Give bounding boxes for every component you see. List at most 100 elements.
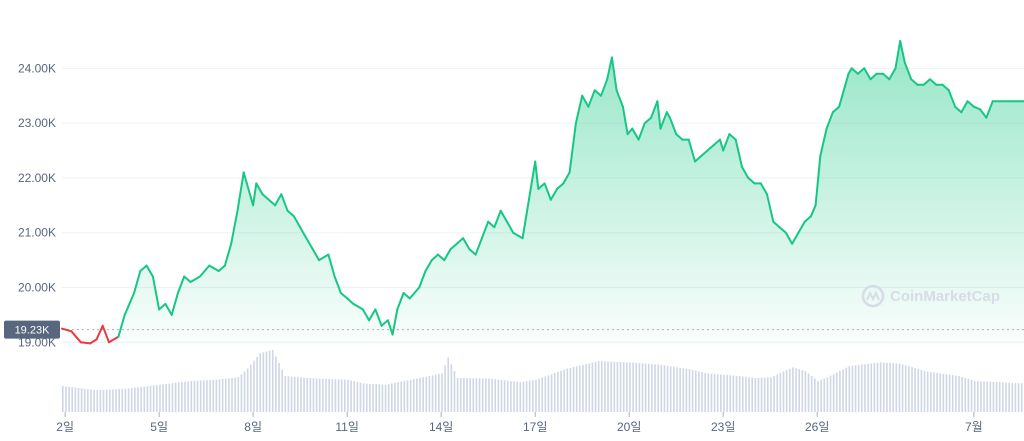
volume-bar [394, 382, 396, 412]
price-line-segment [606, 56, 613, 81]
price-line-segment [910, 78, 919, 86]
volume-bar [353, 381, 356, 412]
volume-bar [629, 362, 631, 412]
price-line-segment [831, 105, 841, 114]
price-line-segment [700, 149, 709, 157]
x-tick-label: 8일 [244, 420, 262, 434]
volume-bar [262, 352, 265, 412]
volume-bar [425, 376, 428, 412]
volume-bar [679, 367, 681, 412]
volume-bar [738, 376, 741, 412]
volume-bar [553, 373, 556, 412]
volume-bar [970, 380, 973, 412]
volume-bar [550, 374, 553, 412]
volume-bar [710, 373, 713, 412]
volume-bar [293, 376, 296, 412]
price-line-segment [487, 220, 496, 229]
volume-bar [171, 383, 174, 412]
volume-bar [275, 356, 277, 412]
volume-bar [939, 373, 941, 412]
volume-bar [923, 370, 926, 412]
volume-bar [397, 382, 399, 412]
volume-bar [209, 380, 211, 412]
volume-bar [832, 374, 835, 412]
volume-bar [691, 369, 694, 412]
volume-bar [882, 362, 885, 412]
volume-bar [193, 380, 196, 412]
volume-bar [763, 377, 766, 412]
price-line-segment [899, 40, 906, 64]
price-line-segment [922, 78, 931, 86]
price-line-segment [888, 67, 897, 81]
price-line-segment [985, 100, 994, 119]
volume-bar [331, 379, 334, 412]
volume-bar [152, 385, 155, 412]
price-line-segment [814, 155, 822, 207]
price-line-segment [728, 133, 737, 141]
price-line-segment [280, 193, 289, 212]
price-line-segment [391, 308, 399, 336]
price-line-segment [947, 89, 957, 108]
price-line-segment [408, 286, 421, 300]
volume-bar [237, 377, 240, 412]
volume-bar [372, 384, 374, 412]
price-line-segment [252, 182, 258, 207]
volume-bar [434, 374, 437, 412]
price-line-segment [267, 198, 277, 207]
volume-bar [127, 388, 130, 412]
price-line-segment [706, 144, 715, 152]
volume-bar [591, 362, 594, 412]
volume-bar [701, 372, 703, 412]
volume-bar [519, 382, 522, 412]
volume-bars [62, 350, 1023, 412]
volume-bar [378, 384, 381, 412]
volume-bar [964, 378, 967, 412]
volume-bar [920, 369, 923, 412]
volume-bar [387, 384, 390, 412]
price-line-segment [333, 275, 342, 294]
volume-bar [673, 366, 675, 412]
volume-bar [134, 387, 136, 412]
volume-bar [488, 378, 490, 412]
volume-bar [579, 365, 581, 412]
volume-bar [228, 378, 230, 412]
y-axis: 19.00K 20.00K 21.00K 22.00K 23.00K 24.00K [18, 61, 56, 349]
price-line-segment [819, 127, 828, 157]
volume-bar [384, 384, 387, 412]
volume-bar [77, 387, 80, 412]
volume-bar [704, 372, 706, 412]
volume-bar [450, 364, 453, 412]
price-line-segment [176, 275, 186, 294]
price-line-segment [506, 220, 515, 234]
volume-bar [500, 380, 503, 412]
price-line-segment [668, 116, 678, 136]
volume-bar [613, 361, 616, 412]
volume-bar [857, 365, 860, 412]
volume-bar [93, 389, 95, 412]
price-line-segment [856, 67, 866, 75]
volume-bar [525, 381, 528, 412]
price-line-segment [424, 259, 433, 272]
volume-bar [206, 380, 208, 412]
volume-bar [146, 386, 149, 412]
volume-bar [406, 380, 409, 412]
volume-bar [356, 381, 359, 412]
volume-bar [297, 377, 299, 412]
volume-bar [748, 377, 750, 412]
volume-bar [582, 364, 584, 412]
price-line-segment [966, 100, 975, 108]
price-area-fill [62, 41, 1024, 345]
price-line-segment [346, 297, 355, 305]
volume-bar [447, 357, 450, 412]
volume-bar [212, 379, 215, 412]
volume-bar [801, 370, 804, 412]
price-line-segment [318, 253, 330, 262]
price-series-line[interactable] [61, 40, 1024, 345]
price-line-segment [480, 220, 490, 240]
price-line-segment [164, 302, 173, 316]
volume-bar [889, 363, 891, 412]
volume-bar [936, 373, 938, 412]
price-line-segment [772, 220, 781, 229]
volume-bar [416, 378, 418, 412]
